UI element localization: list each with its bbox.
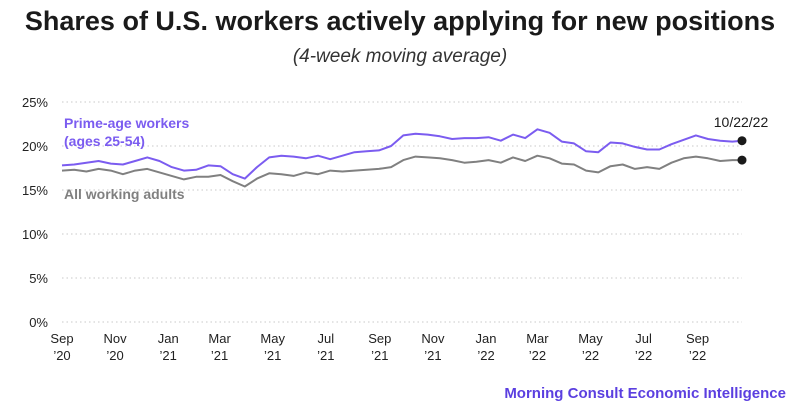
x-tick-label: May: [578, 331, 603, 346]
endpoint-dot: [737, 136, 747, 146]
y-tick-label: 20%: [22, 139, 48, 154]
series-line-all-working: [61, 154, 742, 188]
x-tick-label: Nov: [421, 331, 445, 346]
x-tick-label: Sep: [50, 331, 73, 346]
x-tick-label: May: [260, 331, 285, 346]
x-tick-year-label: ’21: [160, 348, 177, 363]
x-tick-year-label: ’21: [371, 348, 388, 363]
y-tick-label: 10%: [22, 227, 48, 242]
y-tick-label: 0%: [29, 315, 48, 330]
x-tick-label: Mar: [208, 331, 231, 346]
y-tick-label: 5%: [29, 271, 48, 286]
x-tick-label: Sep: [368, 331, 391, 346]
chart-subtitle: (4-week moving average): [292, 46, 508, 67]
endpoint-date-label: 10/22/22: [714, 114, 769, 130]
series-label: All working adults: [64, 186, 185, 202]
x-tick-year-label: ’22: [477, 348, 494, 363]
x-tick-year-label: ’21: [211, 348, 228, 363]
x-tick-label: Jan: [158, 331, 179, 346]
x-tick-year-label: ’20: [106, 348, 123, 363]
x-tick-label: Jan: [476, 331, 497, 346]
series-line-prime-age: [61, 128, 743, 180]
y-tick-label: 15%: [22, 183, 48, 198]
x-tick-year-label: ’22: [582, 348, 599, 363]
chart-title: Shares of U.S. workers actively applying…: [24, 6, 776, 36]
y-tick-label: 25%: [22, 95, 48, 110]
x-tick-label: Jul: [635, 331, 652, 346]
x-tick-year-label: ’22: [529, 348, 546, 363]
x-tick-label: Sep: [686, 331, 709, 346]
series-label: Prime-age workers: [64, 115, 189, 131]
x-tick-year-label: ’22: [689, 348, 706, 363]
source-credit: Morning Consult Economic Intelligence: [504, 385, 786, 402]
x-tick-year-label: ’20: [53, 348, 70, 363]
x-tick-label: Mar: [526, 331, 549, 346]
x-tick-year-label: ’21: [424, 348, 441, 363]
x-tick-year-label: ’22: [635, 348, 652, 363]
x-tick-label: Jul: [318, 331, 335, 346]
x-tick-year-label: ’21: [317, 348, 334, 363]
series-label: (ages 25-54): [64, 133, 145, 149]
x-tick-label: Nov: [104, 331, 128, 346]
x-tick-year-label: ’21: [264, 348, 281, 363]
endpoint-dot: [737, 155, 747, 165]
